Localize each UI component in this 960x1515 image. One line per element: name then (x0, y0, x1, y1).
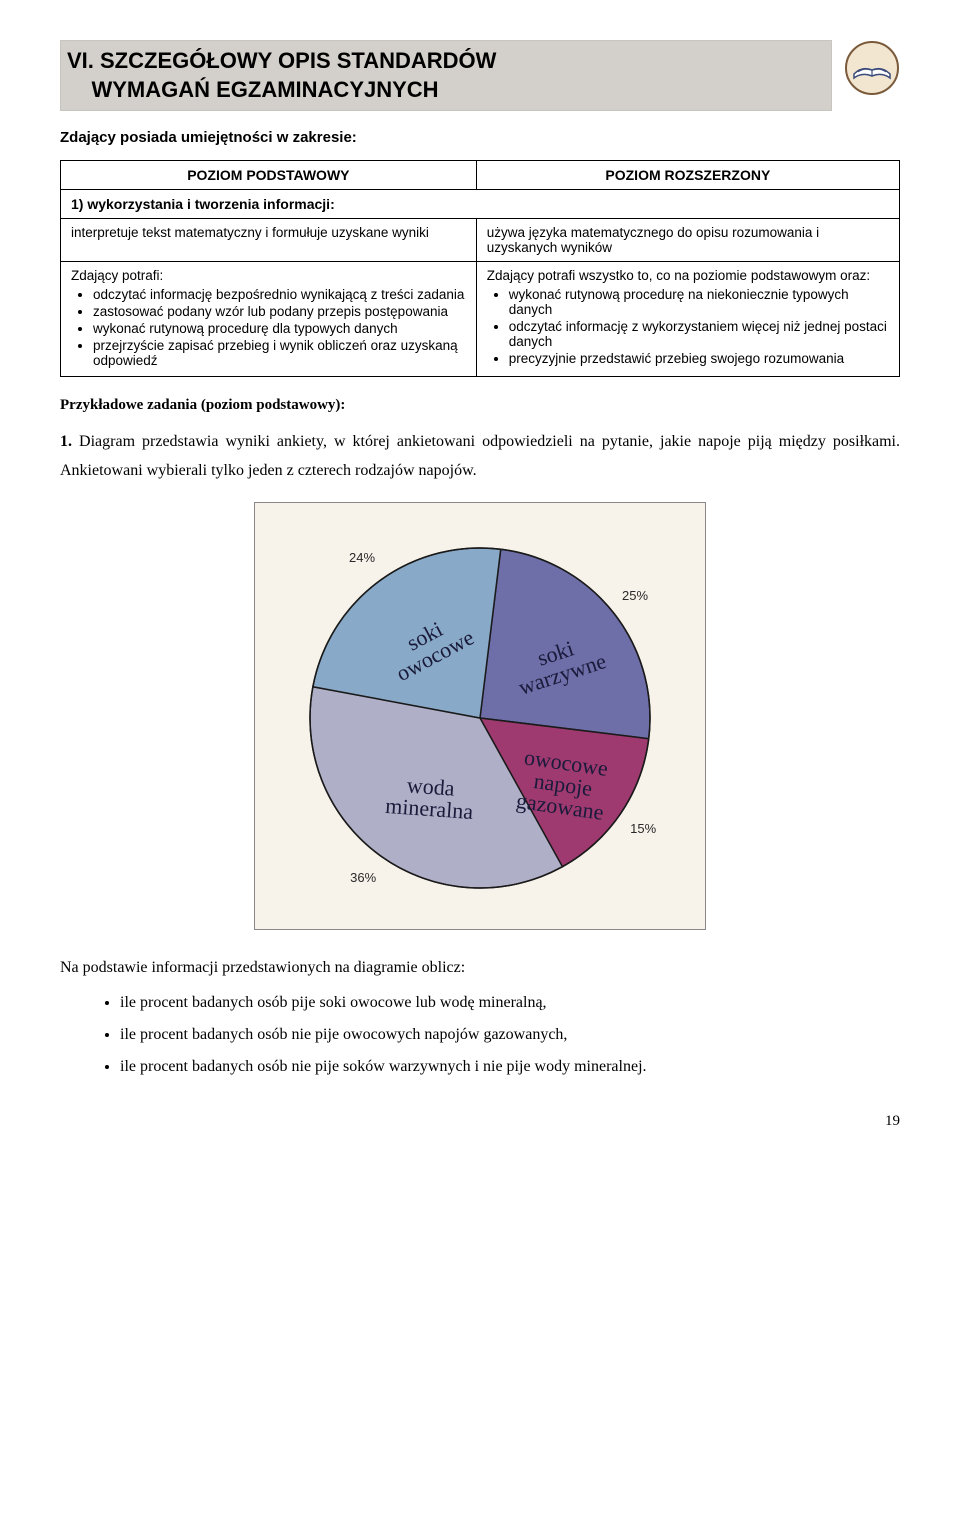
list-item: odczytać informację bezpośrednio wynikaj… (93, 287, 466, 302)
pie-chart-box: 25%sokiwarzywne15%owocowenapojegazowane3… (254, 502, 706, 930)
row2-left: interpretuje tekst matematyczny i formuł… (61, 219, 477, 262)
comparison-table: POZIOM PODSTAWOWY POZIOM ROZSZERZONY 1) … (60, 160, 900, 377)
pie-slice-label: owocowenapojegazowane (503, 745, 621, 826)
row3-left-lead: Zdający potrafi: (71, 268, 163, 283)
row3-right-lead: Zdający potrafi wszystko to, co na pozio… (487, 268, 870, 283)
after-chart-text: Na podstawie informacji przedstawionych … (60, 959, 900, 977)
list-item: ile procent badanych osób nie pije owoco… (120, 1019, 900, 1051)
row3-left-list: odczytać informację bezpośrednio wynikaj… (71, 287, 466, 368)
page-number: 19 (60, 1113, 900, 1130)
row3-left: Zdający potrafi: odczytać informację bez… (61, 262, 477, 377)
list-item: przejrzyście zapisać przebieg i wynik ob… (93, 338, 466, 368)
task-text: 1. Diagram przedstawia wyniki ankiety, w… (60, 428, 900, 486)
list-item: wykonać rutynową procedurę dla typowych … (93, 321, 466, 336)
list-item: ile procent badanych osób pije soki owoc… (120, 987, 900, 1019)
pie-pct-label: 25% (622, 588, 648, 603)
pie-slice-label: wodamineralna (374, 772, 487, 824)
book-icon (844, 40, 900, 96)
section-header: VI. SZCZEGÓŁOWY OPIS STANDARDÓW WYMAGAŃ … (60, 40, 900, 111)
section-title-line1: VI. SZCZEGÓŁOWY OPIS STANDARDÓW (67, 48, 496, 73)
pie-chart-wrap: 25%sokiwarzywne15%owocowenapojegazowane3… (60, 502, 900, 935)
pie-chart (265, 513, 695, 923)
list-item: precyzyjnie przedstawić przebieg swojego… (509, 351, 889, 366)
col-head-right: POZIOM ROZSZERZONY (476, 161, 899, 190)
list-item: ile procent badanych osób nie pije soków… (120, 1051, 900, 1083)
pie-pct-label: 36% (350, 870, 376, 885)
row2-right: używa języka matematycznego do opisu roz… (476, 219, 899, 262)
calc-list: ile procent badanych osób pije soki owoc… (60, 987, 900, 1083)
task-text-body: Diagram przedstawia wyniki ankiety, w kt… (60, 433, 900, 479)
list-item: zastosować podany wzór lub podany przepi… (93, 304, 466, 319)
pie-pct-label: 15% (630, 821, 656, 836)
row3-right-list: wykonać rutynową procedurę na niekoniecz… (487, 287, 889, 366)
pie-pct-label: 24% (349, 550, 375, 565)
row-usage-heading: 1) wykorzystania i tworzenia informacji: (61, 190, 900, 219)
subheader: Zdający posiada umiejętności w zakresie: (60, 129, 900, 146)
list-item: odczytać informację z wykorzystaniem wię… (509, 319, 889, 349)
list-item: wykonać rutynową procedurę na niekoniecz… (509, 287, 889, 317)
row3-right: Zdający potrafi wszystko to, co na pozio… (476, 262, 899, 377)
col-head-left: POZIOM PODSTAWOWY (61, 161, 477, 190)
section-title-box: VI. SZCZEGÓŁOWY OPIS STANDARDÓW WYMAGAŃ … (60, 40, 832, 111)
section-title-line2: WYMAGAŃ EGZAMINACYJNYCH (91, 77, 438, 102)
example-heading: Przykładowe zadania (poziom podstawowy): (60, 397, 900, 414)
